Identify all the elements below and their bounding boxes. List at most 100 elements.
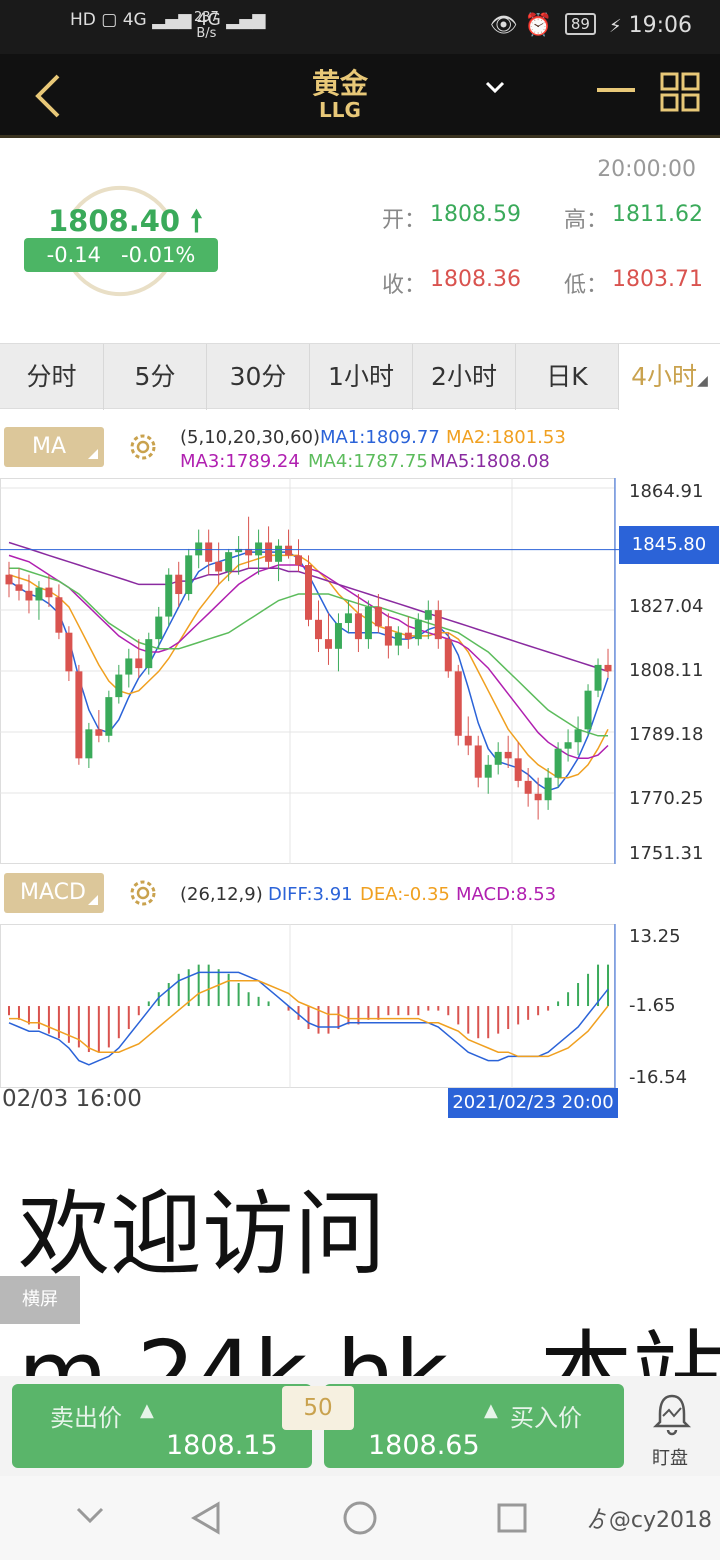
candle-body xyxy=(554,748,562,778)
battery-icon: 89 xyxy=(564,13,596,35)
corner-triangle-icon xyxy=(88,895,98,905)
trade-bar: 卖出价 ▲ 1808.15 ▲ 买入价 1808.65 50 盯盘 xyxy=(0,1376,720,1476)
candle-body xyxy=(604,664,612,672)
y-tick-label: 1864.91 xyxy=(629,481,704,502)
back-triangle-icon[interactable] xyxy=(190,1500,222,1540)
candle-body xyxy=(5,574,13,585)
tab-1hour[interactable]: 1小时 xyxy=(310,344,413,410)
status-bar: HD ▢ 4G ▂▄▆ 4G ▂▄▆ 237 B/s 👁 ⏰ 89 ⚡ 19:0… xyxy=(0,0,720,54)
lot-size[interactable]: 50 xyxy=(282,1386,354,1430)
speed-unit: B/s xyxy=(196,26,217,41)
symbol-code: LLG xyxy=(319,98,361,122)
diff-line xyxy=(8,971,609,1066)
candle-body xyxy=(205,542,213,562)
candle-body xyxy=(155,616,163,640)
bell-icon[interactable] xyxy=(652,1392,692,1440)
recents-square-icon[interactable] xyxy=(496,1502,528,1538)
candle-body xyxy=(45,587,53,598)
candle-body xyxy=(424,610,432,620)
y-tick-label: 1770.25 xyxy=(629,788,704,809)
candle-body xyxy=(105,697,113,736)
candle-body xyxy=(434,610,442,640)
home-circle-icon[interactable] xyxy=(342,1500,378,1540)
tab-timeshare[interactable]: 分时 xyxy=(0,344,104,410)
ma-button-label: MA xyxy=(32,434,67,459)
open-value: 1808.59 xyxy=(430,202,521,227)
candle-body xyxy=(314,619,322,640)
y-tick-label: 1751.31 xyxy=(629,843,704,864)
candle-body xyxy=(484,764,492,778)
tab-2hour[interactable]: 2小时 xyxy=(413,344,516,410)
candle-body xyxy=(374,606,382,627)
low-label: 低： xyxy=(564,273,609,298)
candle-body xyxy=(135,658,143,669)
y-tick-label: -1.65 xyxy=(629,995,676,1016)
open-label: 开： xyxy=(382,208,427,233)
network-speed: 237 B/s xyxy=(194,10,219,42)
arrow-up-icon: 🠕 xyxy=(190,204,203,238)
back-icon[interactable] xyxy=(28,66,68,130)
grid-icon[interactable] xyxy=(660,72,700,116)
charging-icon: ⚡ xyxy=(608,16,622,37)
quote-panel: 1808.40 🠕 -0.14 -0.01% 20:00:00 开： 1808.… xyxy=(0,141,720,327)
close-value: 1808.36 xyxy=(430,267,521,292)
price-ring-icon xyxy=(70,185,170,297)
system-nav-bar: ゟ@cy2018 xyxy=(0,1476,720,1560)
candle-body xyxy=(85,729,93,759)
candle-body xyxy=(564,742,572,749)
sell-button[interactable]: 卖出价 ▲ 1808.15 xyxy=(12,1384,312,1468)
candle-body xyxy=(394,632,402,646)
candle-body xyxy=(514,758,522,781)
chevron-down-icon[interactable] xyxy=(74,1504,106,1530)
dea-line xyxy=(9,980,609,1058)
tab-30min[interactable]: 30分 xyxy=(207,344,310,410)
price-value: 1808.40 xyxy=(48,204,181,238)
buy-button[interactable]: ▲ 买入价 1808.65 xyxy=(324,1384,624,1468)
candle-body xyxy=(504,751,512,759)
macd-chart[interactable] xyxy=(0,924,720,1088)
sell-label: 卖出价 xyxy=(50,1404,122,1432)
candle-body xyxy=(15,584,23,591)
candle-body xyxy=(235,548,243,553)
clock: 19:06 xyxy=(628,13,692,38)
y-tick-label: 1808.11 xyxy=(629,660,704,681)
watermark: ゟ@cy2018 xyxy=(587,1502,712,1534)
change-badge: -0.14 -0.01% xyxy=(24,238,218,272)
tab-daily[interactable]: 日K xyxy=(516,344,619,410)
candle-body xyxy=(544,777,552,801)
candle-body xyxy=(65,632,73,672)
ma-params: (5,10,20,30,60) xyxy=(180,427,321,448)
candle-body xyxy=(354,613,362,640)
macd-indicator-button[interactable]: MACD xyxy=(4,873,104,913)
candle-body xyxy=(95,729,103,736)
ma2-value: MA2:1801.53 xyxy=(446,427,566,448)
tab-5min[interactable]: 5分 xyxy=(104,344,207,410)
gear-icon[interactable] xyxy=(126,430,160,468)
candle-body xyxy=(185,555,193,595)
candle-body xyxy=(115,674,123,698)
landscape-button[interactable]: 横屏 xyxy=(0,1276,80,1324)
chevron-down-icon[interactable] xyxy=(484,76,506,102)
eye-icon: 👁 xyxy=(489,13,518,38)
minimize-icon[interactable] xyxy=(597,88,635,92)
candle-body xyxy=(295,555,303,566)
candle-body xyxy=(225,552,233,572)
candle-body xyxy=(245,548,253,556)
ma-indicator-button[interactable]: MA xyxy=(4,427,104,467)
tab-4hour[interactable]: 4小时◢ xyxy=(619,344,720,410)
candle-body xyxy=(175,574,183,595)
candle-body xyxy=(55,597,63,633)
low-value: 1803.71 xyxy=(612,267,703,292)
close-label: 收： xyxy=(382,273,427,298)
candle-body xyxy=(364,606,372,640)
macd-params: (26,12,9) xyxy=(180,884,263,905)
gear-icon[interactable] xyxy=(126,876,160,914)
candle-body xyxy=(524,780,532,794)
candle-body xyxy=(334,623,342,649)
candle-body xyxy=(494,751,502,765)
candle-body xyxy=(594,664,602,691)
x-start-label: 02/03 16:00 xyxy=(2,1086,142,1112)
current-price: 1808.40 🠕 xyxy=(48,201,203,250)
welcome-site: m.24k.hk，本站 xyxy=(18,1321,720,1376)
candlestick-chart[interactable] xyxy=(0,478,720,864)
